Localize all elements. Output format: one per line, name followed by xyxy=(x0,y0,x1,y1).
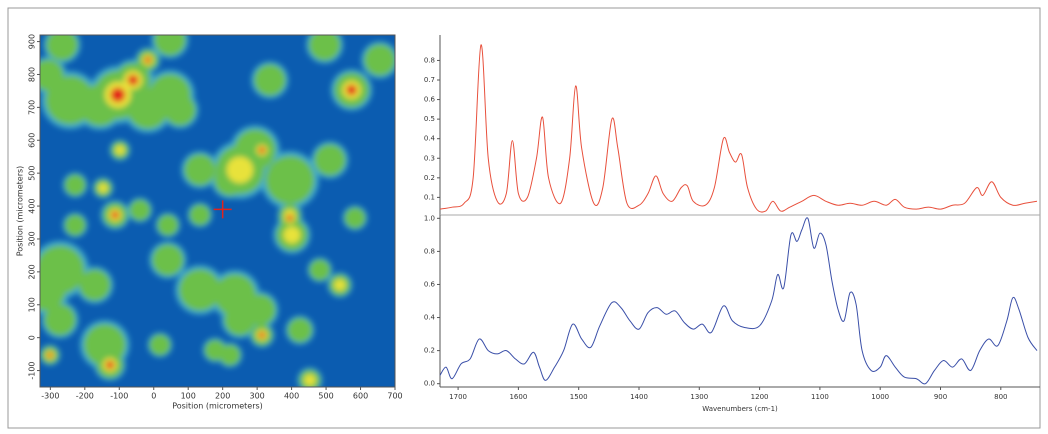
x-tick-label: -300 xyxy=(41,392,59,401)
x-axis-label: Wavenumbers (cm-1) xyxy=(702,405,778,413)
y-tick-label: 200 xyxy=(28,264,37,279)
blob-core xyxy=(224,304,256,336)
blob-core xyxy=(44,304,76,336)
y-tick-label: 800 xyxy=(28,67,37,82)
plot-border xyxy=(39,34,396,388)
x-tick-label: -100 xyxy=(110,392,128,401)
blob-core xyxy=(344,207,366,229)
blob-core xyxy=(179,269,221,311)
y-tick-label: 0.7 xyxy=(424,76,435,84)
blob-core xyxy=(98,183,108,193)
blob-core xyxy=(254,64,286,96)
blob-core xyxy=(157,214,179,236)
blob-core xyxy=(149,334,171,356)
blob-core xyxy=(364,44,395,76)
blob-core xyxy=(154,35,186,56)
y-axis-label: Position (micrometers) xyxy=(16,166,25,257)
x-axis-label: Position (micrometers) xyxy=(172,402,263,411)
frame xyxy=(7,7,1041,429)
x-tick-label: 1400 xyxy=(630,393,648,401)
blob-core xyxy=(64,174,86,196)
blob-core xyxy=(64,214,86,236)
blob-core xyxy=(283,226,301,244)
y-tick-label: -100 xyxy=(28,361,37,379)
y-tick-label: 0.6 xyxy=(424,96,436,104)
blob-core xyxy=(304,374,316,386)
x-tick-label: 1600 xyxy=(509,393,527,401)
x-tick-label: 600 xyxy=(353,392,368,401)
y-tick-label: 100 xyxy=(28,297,37,312)
blob-core xyxy=(47,352,53,358)
blob-core xyxy=(258,147,266,154)
x-tick-label: 1500 xyxy=(570,393,588,401)
y-tick-label: 500 xyxy=(28,166,37,181)
blob-core xyxy=(106,361,114,369)
blob-core xyxy=(226,156,254,184)
blob-core xyxy=(265,155,315,205)
blob-core xyxy=(110,87,126,103)
x-tick-label: 700 xyxy=(387,392,402,401)
y-tick-label: 900 xyxy=(28,34,37,49)
blob-core xyxy=(40,59,64,91)
y-tick-label: 1.0 xyxy=(424,214,435,222)
y-tick-label: 0.2 xyxy=(424,347,435,355)
y-tick-label: 0.4 xyxy=(424,135,436,143)
blob-core xyxy=(258,331,266,339)
y-tick-label: 400 xyxy=(28,198,37,213)
blob-core xyxy=(46,35,78,61)
y-tick-label: 0.2 xyxy=(424,174,435,182)
x-tick-label: 400 xyxy=(284,392,299,401)
y-tick-label: 600 xyxy=(28,133,37,148)
x-tick-label: 1100 xyxy=(811,393,829,401)
y-tick-label: 0.0 xyxy=(424,380,435,388)
y-tick-label: 700 xyxy=(28,100,37,115)
blob-core xyxy=(334,279,346,291)
y-tick-label: 0.3 xyxy=(424,154,435,162)
blob-core xyxy=(164,94,196,126)
x-tick-label: 1300 xyxy=(690,393,708,401)
y-tick-label: 0.1 xyxy=(424,193,435,201)
x-tick-label: 1000 xyxy=(871,393,889,401)
x-tick-label: 900 xyxy=(934,393,947,401)
blob-core xyxy=(79,269,111,301)
x-tick-label: 1200 xyxy=(751,393,769,401)
blob-core xyxy=(111,211,119,219)
y-tick-label: 0.8 xyxy=(424,247,435,255)
blob-core xyxy=(45,76,95,125)
y-tick-label: 0.6 xyxy=(424,280,436,288)
blob-core xyxy=(115,145,125,155)
y-tick-label: 300 xyxy=(28,231,37,246)
x-tick-label: 1700 xyxy=(449,393,467,401)
blob-core xyxy=(309,259,331,281)
blob-core xyxy=(287,318,312,343)
spectrum-line xyxy=(439,217,1038,385)
blob-core xyxy=(144,56,151,64)
blob-core xyxy=(84,324,126,366)
blob-core xyxy=(314,144,346,176)
blob-core xyxy=(286,214,293,222)
x-tick-label: 0 xyxy=(151,392,156,401)
blob-core xyxy=(40,269,66,311)
blob-core xyxy=(189,204,211,226)
y-tick-label: 0 xyxy=(28,335,37,340)
spectrum-line xyxy=(439,44,1038,213)
blob-core xyxy=(309,35,341,61)
x-tick-label: 300 xyxy=(249,392,264,401)
x-tick-label: 100 xyxy=(181,392,196,401)
blob-core xyxy=(152,244,184,276)
blob-core xyxy=(346,84,357,96)
x-tick-label: 200 xyxy=(215,392,230,401)
blob-core xyxy=(204,339,226,361)
x-tick-label: 500 xyxy=(318,392,333,401)
y-tick-label: 0.4 xyxy=(424,314,436,322)
x-tick-label: -200 xyxy=(76,392,94,401)
blob-core xyxy=(127,74,139,86)
blob-core xyxy=(129,199,151,221)
blob-core xyxy=(184,154,216,186)
y-tick-label: 0.5 xyxy=(424,115,435,123)
heatmap-field xyxy=(40,35,395,387)
y-tick-label: 0.8 xyxy=(424,56,435,64)
x-tick-label: 800 xyxy=(994,393,1007,401)
